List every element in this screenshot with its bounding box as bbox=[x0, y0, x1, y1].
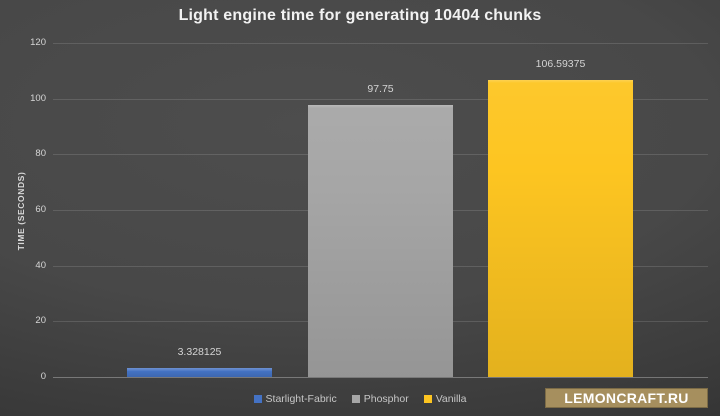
legend-swatch bbox=[351, 395, 360, 403]
watermark-badge: LEMONCRAFT.RU bbox=[545, 388, 708, 408]
y-tick-label: 0 bbox=[40, 371, 46, 382]
bar-shading bbox=[127, 367, 272, 377]
bar-phosphor bbox=[308, 104, 453, 377]
y-tick-label: 40 bbox=[35, 259, 46, 271]
bar-shading bbox=[308, 104, 453, 377]
data-label: 106.59375 bbox=[535, 58, 586, 71]
legend-swatch bbox=[423, 395, 432, 403]
bar-vanilla bbox=[488, 80, 633, 377]
legend-item-vanilla: Vanilla bbox=[423, 393, 467, 405]
y-tick-label: 20 bbox=[35, 315, 46, 327]
gridline bbox=[53, 98, 708, 100]
legend: Starlight-Fabric Phosphor Vanilla bbox=[0, 393, 720, 405]
y-tick-label: 100 bbox=[30, 92, 46, 104]
chart-title: Light engine time for generating 10404 c… bbox=[178, 7, 542, 24]
legend-swatch bbox=[253, 395, 262, 403]
legend-label: Phosphor bbox=[363, 393, 409, 405]
data-label: 97.75 bbox=[367, 82, 394, 95]
legend-label: Vanilla bbox=[435, 393, 467, 405]
x-axis-line bbox=[53, 377, 708, 378]
legend-item-phosphor: Phosphor bbox=[351, 393, 409, 405]
y-tick-label: 80 bbox=[35, 148, 46, 160]
y-tick-label: 60 bbox=[35, 204, 46, 215]
y-tick-label: 120 bbox=[30, 37, 46, 48]
legend-label: Starlight-Fabric bbox=[265, 393, 337, 405]
data-label: 3.328125 bbox=[177, 345, 222, 358]
bar-starlight-fabric bbox=[127, 367, 272, 377]
legend-item-starlight-fabric: Starlight-Fabric bbox=[253, 393, 337, 405]
gridline bbox=[53, 43, 708, 44]
bar-shading bbox=[488, 80, 633, 377]
